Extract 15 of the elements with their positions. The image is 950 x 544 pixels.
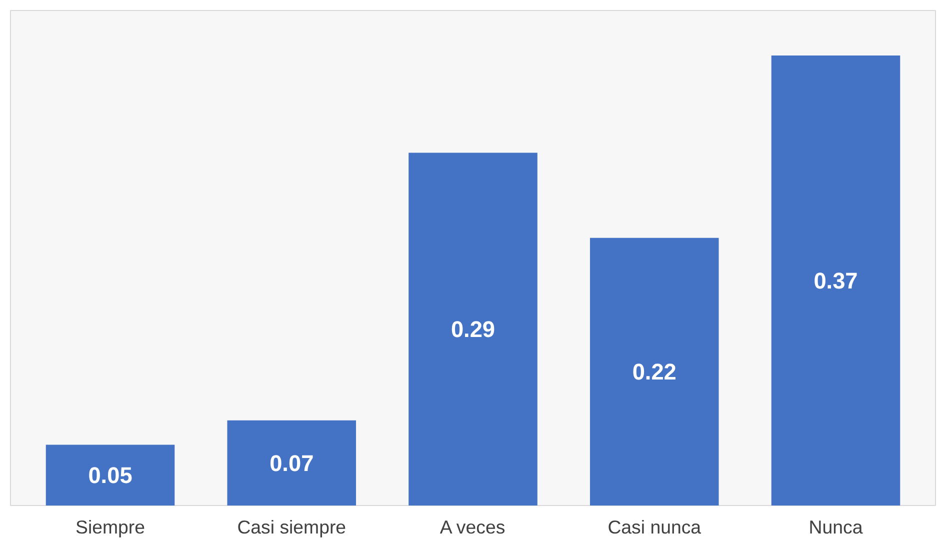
data-label: 0.37 (814, 268, 858, 294)
bar (227, 420, 356, 506)
data-label: 0.22 (632, 358, 676, 385)
x-tick-label: Siempre (76, 516, 146, 538)
x-tick-label: Nunca (808, 516, 864, 538)
bar (408, 152, 538, 506)
data-label: 0.07 (270, 450, 314, 476)
data-label: 0.29 (450, 316, 496, 342)
x-tick-label: Casi nunca (608, 516, 702, 538)
data-label: 0.05 (88, 462, 132, 488)
bar (46, 444, 175, 506)
bar (590, 238, 719, 506)
x-tick-label: Casi siempre (237, 516, 346, 538)
x-tick-label: A veces (440, 516, 506, 538)
bar (771, 56, 900, 506)
